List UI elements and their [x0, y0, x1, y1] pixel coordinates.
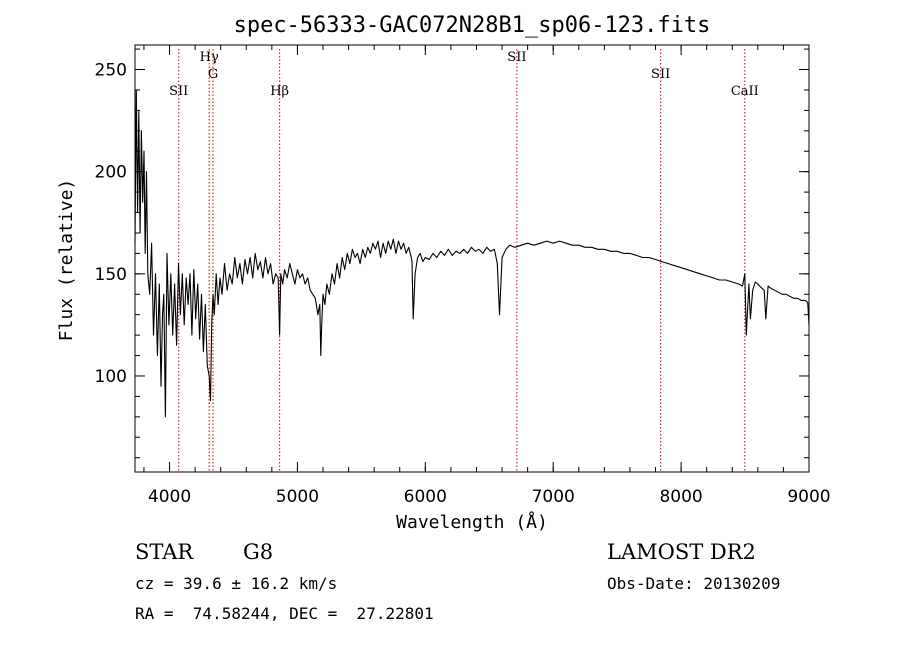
object-class: STAR	[135, 540, 194, 564]
survey-name: LAMOST DR2	[607, 540, 756, 564]
y-tick-label: 150	[95, 265, 127, 285]
annotation-label-5: SII	[651, 67, 670, 82]
y-tick-label: 100	[95, 367, 127, 387]
series-layer	[134, 89, 810, 418]
observation-date: Obs-Date: 20130209	[607, 574, 781, 593]
x-tick-label: 4000	[148, 487, 191, 507]
x-tick-label: 7000	[532, 487, 575, 507]
chart-title: spec-56333-GAC072N28B1_sp06-123.fits	[234, 13, 711, 38]
annotation-label-1: Hγ	[200, 50, 219, 65]
annotation-label-0: SII	[169, 84, 188, 99]
redshift-value: cz = 39.6 ± 16.2 km/s	[135, 574, 338, 593]
annotation-label-6: CaII	[731, 84, 759, 99]
series-line-0	[134, 89, 810, 418]
plot-frame	[134, 44, 810, 473]
line-annotations: SII Hγ G Hβ SII SII CaII	[169, 49, 759, 472]
y-tick-label: 250	[95, 61, 127, 81]
coordinates: RA = 74.58244, DEC = 27.22801	[135, 604, 434, 623]
annotation-label-2: G	[208, 67, 218, 82]
annotation-label-4: SII	[507, 50, 526, 65]
annotation-label-3: Hβ	[270, 84, 289, 99]
x-tick-label: 5000	[276, 487, 319, 507]
y-tick-label: 200	[95, 163, 127, 183]
x-tick-label: 9000	[787, 487, 830, 507]
x-axis-label: Wavelength (Å)	[396, 511, 548, 533]
y-axis-label: Flux (relative)	[56, 179, 77, 342]
axis-ticks: 4000 5000 6000 7000 8000 9000 100 150 200 250	[95, 45, 831, 507]
spectral-subclass: G8	[243, 540, 274, 564]
x-tick-label: 6000	[404, 487, 447, 507]
x-tick-label: 8000	[659, 487, 702, 507]
